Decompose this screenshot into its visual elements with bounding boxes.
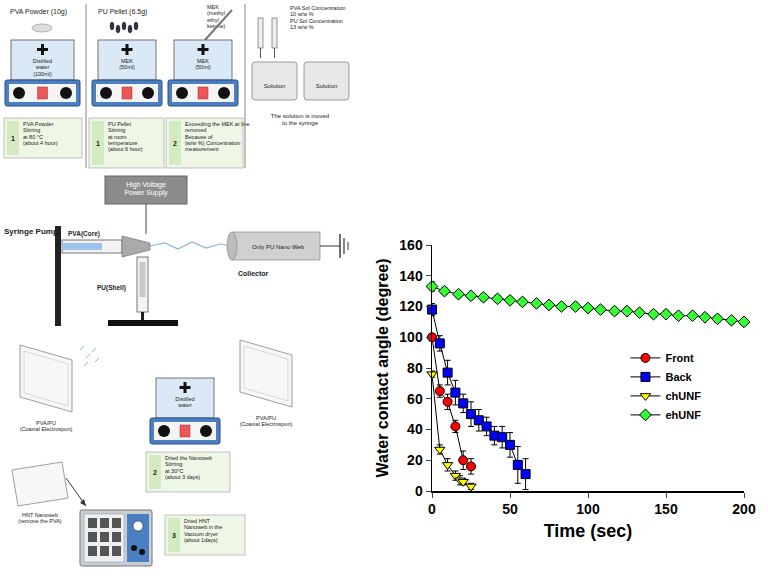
svg-text:40: 40 [407, 421, 423, 437]
svg-text:1: 1 [11, 135, 15, 142]
svg-text:120: 120 [399, 298, 423, 314]
svg-text:MEK(50ml): MEK(50ml) [195, 58, 211, 70]
svg-text:PU(Shell): PU(Shell) [97, 284, 126, 292]
svg-text:MEK(50ml): MEK(50ml) [119, 58, 135, 70]
svg-text:ehUNF: ehUNF [665, 409, 701, 421]
svg-text:Solution: Solution [264, 83, 286, 89]
svg-text:Back: Back [665, 371, 692, 383]
svg-text:PU Pellet (6.5g): PU Pellet (6.5g) [98, 8, 147, 16]
svg-text:Collector: Collector [238, 270, 269, 277]
svg-text:PVA PowderStirringat 80 °C(abo: PVA PowderStirringat 80 °C(about 4 hour) [23, 121, 58, 146]
svg-text:20: 20 [407, 452, 423, 468]
svg-text:100: 100 [576, 501, 600, 517]
svg-text:PVA Powder (10g): PVA Powder (10g) [10, 8, 67, 16]
svg-text:PVA(Core): PVA(Core) [68, 230, 100, 238]
svg-text:Distilledwater(100ml): Distilledwater(100ml) [33, 58, 52, 77]
svg-text:HNT Nanoweb(remove the PVA): HNT Nanoweb(remove the PVA) [18, 512, 61, 524]
svg-text:Distilledwater: Distilledwater [175, 396, 194, 408]
svg-text:Water contact angle (degree): Water contact angle (degree) [374, 258, 391, 477]
svg-text:Dried HNTNanoweb in theVacuum: Dried HNTNanoweb in theVacuum dryer(abou… [184, 518, 222, 543]
svg-text:Dried the NanowebStirringat 30: Dried the NanowebStirringat 30°C(about 3… [165, 455, 212, 480]
svg-text:100: 100 [399, 329, 423, 345]
svg-text:Front: Front [665, 352, 693, 364]
svg-text:Only PU Nano Web: Only PU Nano Web [252, 244, 305, 250]
svg-text:chUNF: chUNF [665, 390, 701, 402]
svg-text:Time (sec): Time (sec) [544, 521, 633, 541]
svg-text:1: 1 [96, 140, 100, 147]
svg-text:PVA Sol Concentration10 w/w %P: PVA Sol Concentration10 w/w %PU Sol Conc… [290, 5, 346, 30]
svg-text:200: 200 [732, 501, 756, 517]
svg-text:140: 140 [399, 268, 423, 284]
svg-text:0: 0 [415, 483, 423, 499]
svg-text:The solution is movedto the sy: The solution is movedto the syringe [271, 113, 329, 126]
svg-text:150: 150 [654, 501, 678, 517]
svg-text:PVA/PU(Coaxial Electrospun): PVA/PU(Coaxial Electrospun) [20, 420, 73, 432]
svg-text:0: 0 [428, 501, 436, 517]
svg-text:2: 2 [173, 140, 177, 147]
svg-text:160: 160 [399, 237, 423, 253]
svg-text:80: 80 [407, 360, 423, 376]
svg-text:Solution: Solution [316, 83, 338, 89]
svg-text:MEK(methylethylketone): MEK(methylethylketone) [207, 4, 226, 29]
svg-text:PVA/PU(Coaxial Electrospun): PVA/PU(Coaxial Electrospun) [240, 415, 293, 427]
svg-text:3: 3 [172, 532, 176, 539]
svg-text:Syringe Pump: Syringe Pump [4, 227, 58, 236]
svg-text:60: 60 [407, 391, 423, 407]
svg-text:50: 50 [502, 501, 518, 517]
svg-text:PU PelletStirringat roomtemper: PU PelletStirringat roomtemperature(abou… [108, 121, 143, 152]
svg-text:Exceeding the MEK at lineremov: Exceeding the MEK at lineremovedBecause … [185, 121, 250, 152]
svg-text:High VoltagePower Supply: High VoltagePower Supply [124, 181, 168, 197]
svg-text:2: 2 [153, 469, 157, 476]
